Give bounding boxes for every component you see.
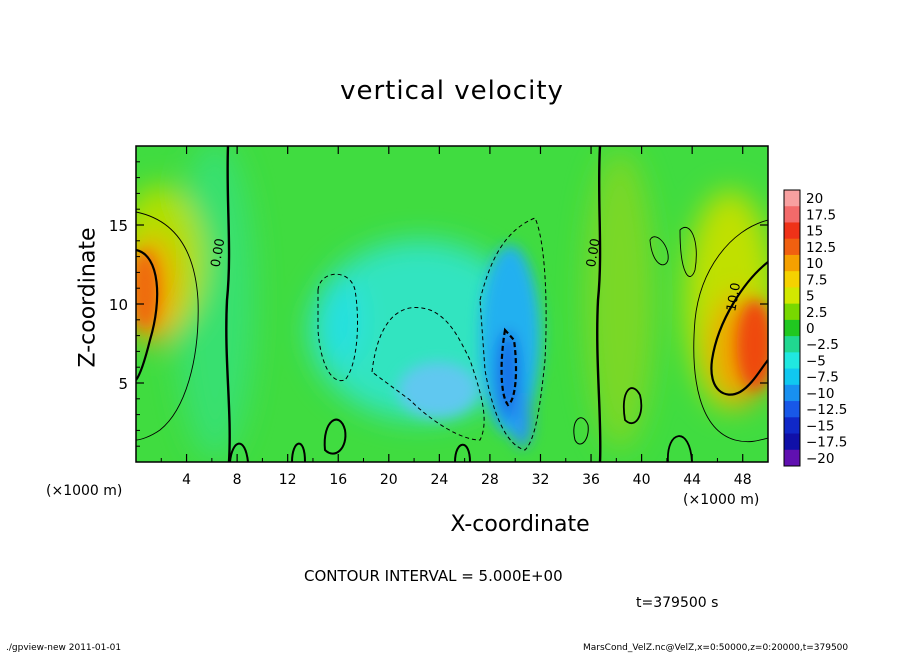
x-axis-label: X-coordinate xyxy=(450,512,590,537)
contour-10-left xyxy=(136,248,159,381)
colorbar-swatch xyxy=(784,190,800,207)
contour-small-7 xyxy=(667,435,693,462)
colorbar-frame xyxy=(783,189,801,467)
x-unit-right: (×1000 m) xyxy=(683,492,760,508)
contour-neg5-b xyxy=(371,307,485,441)
y-tick-label: 5 xyxy=(118,375,128,393)
colorbar-label: −17.5 xyxy=(806,435,847,451)
colorbar-swatch xyxy=(784,206,800,223)
contour-small-5 xyxy=(573,417,589,445)
contour-label: 10.0 xyxy=(724,282,744,313)
contour-label: 0.00 xyxy=(209,237,229,268)
colorbar-label: 5 xyxy=(806,289,815,305)
x-tick-label: 20 xyxy=(380,472,398,488)
contour-neg5-c xyxy=(479,217,547,451)
contour-small-6 xyxy=(622,387,643,425)
contour-small-1 xyxy=(229,442,249,462)
colorbar-label: 20 xyxy=(806,191,823,207)
contour-10-right xyxy=(710,261,768,396)
colorbar-swatch xyxy=(784,368,800,386)
colorbar-swatch xyxy=(784,303,800,321)
x-tick-label: 16 xyxy=(329,472,347,488)
colorbar-swatch xyxy=(784,287,800,305)
footer-right: MarsCond_VelZ.nc@VelZ,x=0:50000,z=0:2000… xyxy=(583,643,849,653)
contour-label: 0.00 xyxy=(584,237,604,268)
y-axis-ticks: 5 10 15 xyxy=(109,161,768,447)
colorbar-swatch xyxy=(784,254,800,272)
y-axis-label: Z-coordinate xyxy=(75,227,101,368)
x-axis-ticks: 4 8 12 16 20 24 28 32 36 40 44 48 xyxy=(160,146,752,488)
colorbar-label: −20 xyxy=(806,451,835,467)
x-tick-label: 28 xyxy=(481,472,499,488)
colorbar-swatch xyxy=(784,384,800,402)
zero-contour-right xyxy=(596,146,602,462)
colorbar-swatch xyxy=(784,336,800,353)
contour-small-3 xyxy=(323,418,347,455)
colorbar-swatch xyxy=(784,433,800,451)
colorbar-swatch xyxy=(784,417,800,435)
contour-small-4 xyxy=(454,443,471,462)
contour-5-left xyxy=(136,211,199,441)
contour-small-9 xyxy=(679,227,697,277)
colorbar-label: −15 xyxy=(806,418,835,434)
colorbar-label: 2.5 xyxy=(806,305,827,321)
colorbar-swatch xyxy=(784,401,800,418)
time-label: t=379500 s xyxy=(636,595,719,611)
colorbar-label: 10 xyxy=(806,256,823,272)
colorbar-swatch xyxy=(784,238,800,256)
colorbar-swatch xyxy=(784,271,800,288)
colorbar-swatch xyxy=(784,449,800,467)
contour-lines xyxy=(136,146,768,462)
x-tick-label: 24 xyxy=(430,472,448,488)
colorbar-swatch xyxy=(784,319,800,337)
x-tick-label: 4 xyxy=(182,472,191,488)
contour-5-right xyxy=(693,219,768,443)
contour-neg10 xyxy=(500,327,518,407)
colorbar-label: 12.5 xyxy=(806,240,836,256)
heatmap-field xyxy=(136,146,768,462)
colorbar-label: 7.5 xyxy=(806,272,827,288)
x-tick-label: 32 xyxy=(532,472,550,488)
colorbar-swatch xyxy=(784,352,800,370)
y-tick-label: 15 xyxy=(109,217,128,235)
x-tick-label: 40 xyxy=(633,472,651,488)
contour-interval-note: CONTOUR INTERVAL = 5.000E+00 xyxy=(304,567,563,585)
contour-neg5-a xyxy=(317,273,359,382)
x-tick-label: 8 xyxy=(233,472,242,488)
x-tick-label: 12 xyxy=(279,472,297,488)
colorbar-label: −10 xyxy=(806,386,835,402)
colorbar-label: 15 xyxy=(806,224,823,240)
colorbar-label: −2.5 xyxy=(806,337,839,353)
y-axis-label-wrap: Z-coordinate xyxy=(58,160,118,440)
colorbar-label: 17.5 xyxy=(806,207,836,223)
colorbar-label: −7.5 xyxy=(806,370,839,386)
colorbar-label: 0 xyxy=(806,321,815,337)
contour-small-8 xyxy=(649,236,669,266)
colorbar-label: −12.5 xyxy=(806,402,847,418)
footer-left: ./gpview-new 2011-01-01 xyxy=(6,643,122,653)
x-tick-label: 44 xyxy=(683,472,701,488)
y-tick-label: 10 xyxy=(109,296,128,314)
contour-labels: 0.00 0.00 10.0 xyxy=(209,237,745,312)
contour-small-2 xyxy=(291,442,306,462)
x-tick-label: 48 xyxy=(734,472,752,488)
chart-title: vertical velocity xyxy=(340,76,564,106)
zero-contour-left xyxy=(225,146,231,462)
x-unit-left: (×1000 m) xyxy=(46,483,123,499)
x-tick-label: 36 xyxy=(582,472,600,488)
colorbar: 2017.51512.5107.552.50−2.5−5−7.5−10−12.5… xyxy=(783,189,847,467)
colorbar-label: −5 xyxy=(806,353,826,369)
colorbar-swatch xyxy=(784,222,800,240)
